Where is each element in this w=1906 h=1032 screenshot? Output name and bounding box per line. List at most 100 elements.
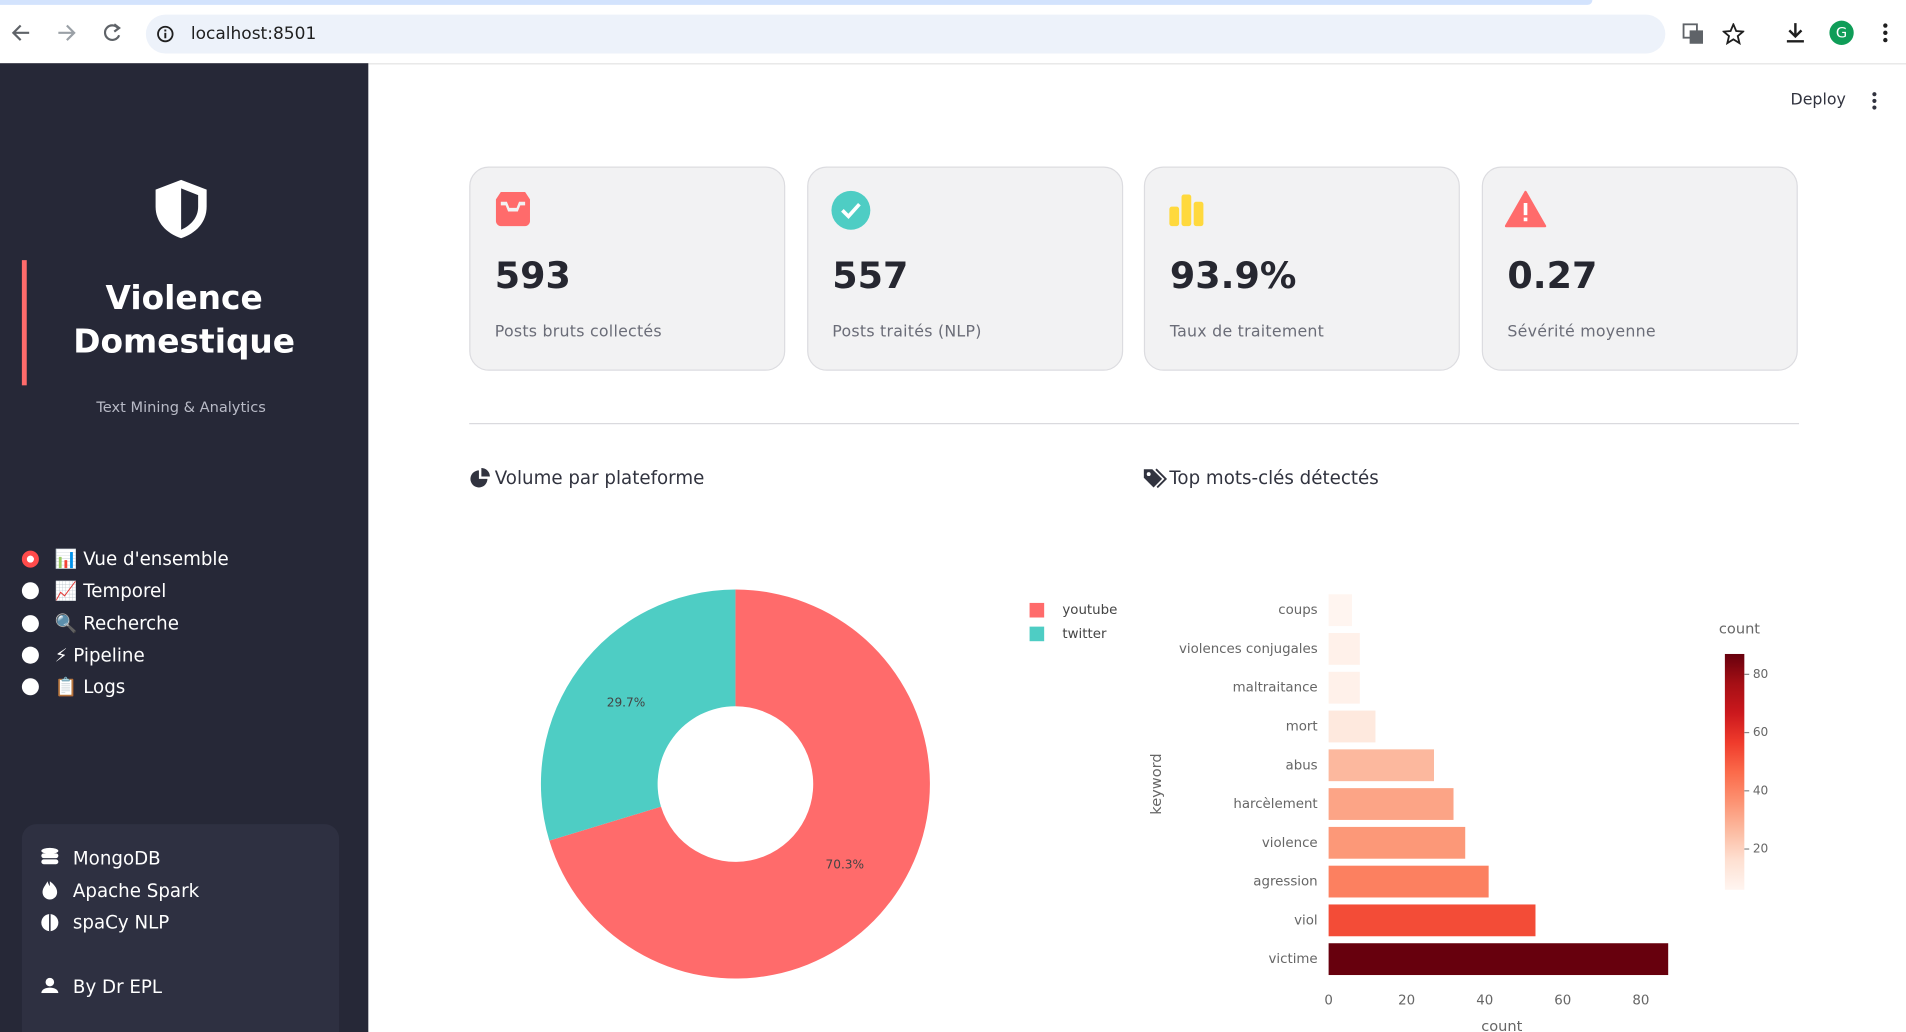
bar xyxy=(1328,943,1669,976)
colorbar-title: count xyxy=(1719,621,1760,638)
x-tick-label: 80 xyxy=(1632,993,1649,1008)
bar xyxy=(1328,594,1353,627)
browser-toolbar: localhost:8501 G xyxy=(0,0,1906,65)
pie-icon xyxy=(470,467,490,488)
bar xyxy=(1328,788,1454,820)
x-axis-title: count xyxy=(1481,1018,1522,1032)
sidebar: Violence Domestique Text Mining & Analyt… xyxy=(0,63,369,1032)
download-icon[interactable] xyxy=(1784,22,1806,44)
y-tick-label: agression xyxy=(1253,875,1317,890)
nav-label[interactable]: 🔍 Recherche xyxy=(54,612,179,635)
metric-icon xyxy=(495,192,530,227)
metric-icon xyxy=(1504,190,1547,228)
nav-label[interactable]: ⚡ Pipeline xyxy=(54,644,145,666)
metric-value: 0.27 xyxy=(1507,255,1598,298)
metric-label: Taux de traitement xyxy=(1169,323,1325,342)
radio[interactable] xyxy=(21,678,39,696)
divider xyxy=(469,423,1800,425)
nav-item[interactable]: 📊 Vue d'ensemble xyxy=(21,546,229,573)
pie-slice xyxy=(540,589,736,841)
pie-label: 70.3% xyxy=(826,858,865,872)
colorbar-tick-label: 60 xyxy=(1753,725,1768,739)
accent-bar xyxy=(21,260,27,386)
colorbar-tick-label: 80 xyxy=(1753,667,1768,681)
metric-icon xyxy=(1169,194,1204,227)
site-info-icon[interactable] xyxy=(157,25,174,43)
nav-item[interactable]: ⚡ Pipeline xyxy=(21,642,145,669)
bar xyxy=(1328,826,1466,859)
app-title: Domestique xyxy=(73,323,296,362)
nav-item[interactable]: 📈 Temporel xyxy=(21,578,167,605)
bar xyxy=(1328,633,1360,665)
shield-logo xyxy=(155,179,207,239)
y-tick-label: coups xyxy=(1278,603,1317,618)
nav-label[interactable]: 📊 Vue d'ensemble xyxy=(54,548,229,571)
y-tick-label: mort xyxy=(1286,719,1318,734)
x-tick-label: 20 xyxy=(1398,993,1415,1008)
colorbar-tick-label: 20 xyxy=(1753,842,1768,856)
address-bar[interactable]: localhost:8501 xyxy=(145,14,1745,54)
tech-box xyxy=(21,824,340,1032)
nav-label[interactable]: 📈 Temporel xyxy=(54,580,167,603)
colorbar xyxy=(1724,653,1745,890)
translate-icon[interactable] xyxy=(1682,23,1704,45)
y-tick-label: abus xyxy=(1286,758,1318,773)
tech-item: Apache Spark xyxy=(72,880,200,902)
bar xyxy=(1328,904,1536,937)
legend-label: twitter xyxy=(1062,627,1107,642)
x-tick-label: 40 xyxy=(1476,993,1493,1008)
nav-buttons[interactable] xyxy=(10,21,132,45)
bookmark-icon[interactable] xyxy=(1722,23,1745,45)
metric-card: 557 Posts traités (NLP) xyxy=(806,166,1123,371)
metric-label: Sévérité moyenne xyxy=(1507,323,1656,342)
metric-value: 593 xyxy=(494,255,571,298)
metric-value: 557 xyxy=(832,255,909,298)
profile-avatar[interactable]: G xyxy=(1829,20,1854,45)
app-menu[interactable] xyxy=(1871,91,1878,110)
legend-swatch xyxy=(1029,626,1045,642)
tech-item: MongoDB xyxy=(72,847,161,870)
tech-item: spaCy NLP xyxy=(72,911,170,934)
pie-slice xyxy=(549,589,930,979)
pie-label: 29.7% xyxy=(607,695,646,709)
y-tick-label: violences conjugales xyxy=(1179,642,1318,657)
nav-item[interactable]: 🔍 Recherche xyxy=(21,610,179,637)
y-tick-label: victime xyxy=(1269,952,1318,967)
legend-swatch xyxy=(1029,602,1045,618)
metric-value: 93.9% xyxy=(1169,255,1297,298)
x-tick-label: 60 xyxy=(1554,993,1571,1008)
browser-menu[interactable] xyxy=(1882,22,1889,44)
app-title: Violence xyxy=(105,279,263,318)
metric-card: 0.27 Sévérité moyenne xyxy=(1481,166,1798,371)
metric-label: Posts traités (NLP) xyxy=(832,323,982,342)
url: localhost:8501 xyxy=(190,24,317,44)
metric-icon xyxy=(831,190,870,230)
y-tick-label: violence xyxy=(1262,836,1318,851)
x-tick-label: 0 xyxy=(1324,993,1333,1008)
bar xyxy=(1328,865,1489,898)
deploy-button[interactable]: Deploy xyxy=(1790,91,1846,110)
radio[interactable] xyxy=(21,582,39,600)
y-axis-title: keyword xyxy=(1148,753,1165,814)
legend-label: youtube xyxy=(1062,603,1117,618)
app-subtitle: Text Mining & Analytics xyxy=(96,398,266,416)
metric-label: Posts bruts collectés xyxy=(494,323,662,342)
tech-icons xyxy=(41,847,59,994)
author: By Dr EPL xyxy=(72,976,163,998)
radio[interactable] xyxy=(21,550,39,568)
tag-icon xyxy=(1143,468,1167,489)
section-title: Volume par plateforme xyxy=(494,466,705,489)
radio[interactable] xyxy=(21,614,39,632)
nav-item[interactable]: 📋 Logs xyxy=(21,674,126,701)
radio[interactable] xyxy=(21,646,39,664)
colorbar-tick-label: 40 xyxy=(1753,783,1768,797)
nav-label[interactable]: 📋 Logs xyxy=(54,676,126,698)
bar xyxy=(1328,671,1360,704)
tab-strip xyxy=(0,0,1593,5)
section-title: Top mots-clés détectés xyxy=(1169,466,1379,489)
y-tick-label: viol xyxy=(1294,913,1318,928)
